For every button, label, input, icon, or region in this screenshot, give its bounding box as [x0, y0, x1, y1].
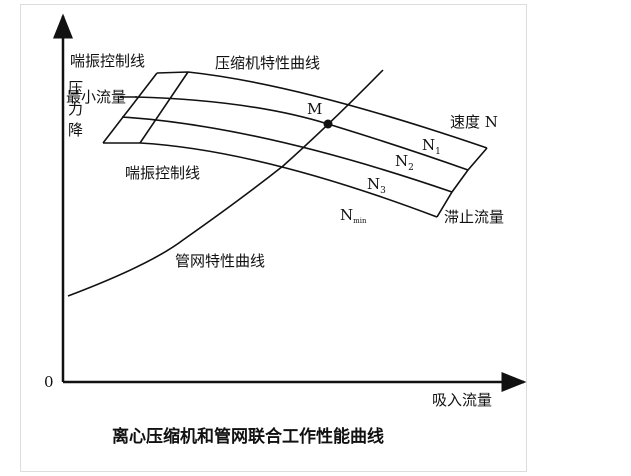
origin-label: 0 — [44, 373, 54, 391]
label-nmin: Nmin — [340, 206, 367, 225]
speed-curve-n3 — [103, 142, 438, 218]
label-network-curve: 管网特性曲线 — [175, 252, 265, 270]
label-compressor-curve: 压缩机特性曲线 — [215, 54, 320, 72]
stall-flow-line — [436, 147, 488, 218]
caption: 离心压缩机和管网联合工作性能曲线 — [112, 426, 384, 447]
speed-curve-n1 — [134, 96, 469, 171]
label-min-flow: 最小流量 — [66, 88, 126, 106]
label-surge-control-top: 喘振控制线 — [70, 52, 145, 70]
label-n1: N1 — [422, 136, 441, 157]
x-axis-label: 吸入流量 — [432, 391, 492, 409]
operating-point-m — [323, 119, 333, 129]
label-n2: N2 — [395, 152, 414, 173]
label-n3: N3 — [367, 175, 386, 196]
y-axis-label: 压力降 — [66, 80, 84, 143]
label-stall-flow: 滞止流量 — [444, 208, 504, 226]
label-surge-control-bottom: 喘振控制线 — [125, 164, 200, 182]
label-point-m: M — [307, 100, 322, 118]
speed-curve-n2 — [121, 116, 453, 193]
surge-control-line-inner — [139, 71, 189, 144]
label-speed-n: 速度 N — [450, 113, 498, 131]
network-curve — [67, 69, 384, 297]
speed-curve-n — [156, 71, 488, 149]
figure-frame — [20, 4, 527, 472]
surge-control-line-outer — [102, 72, 158, 144]
